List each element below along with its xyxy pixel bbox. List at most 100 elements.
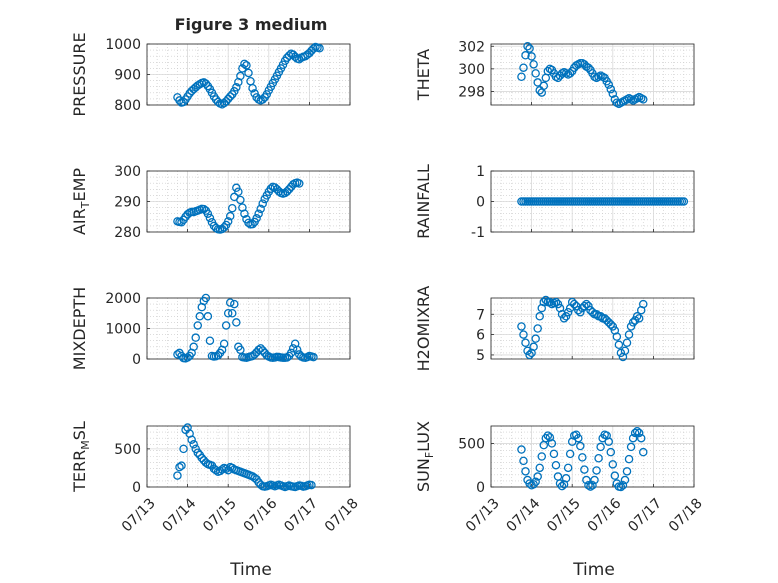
data-point [624, 330, 634, 339]
data-point [187, 435, 196, 444]
data-point [612, 332, 622, 341]
data-point [588, 307, 597, 317]
data-point [529, 60, 538, 69]
y-tick-label: 298 [458, 84, 485, 100]
data-point [521, 467, 530, 476]
data-point [225, 298, 235, 307]
data-point [517, 322, 526, 331]
data-point [307, 480, 316, 490]
data-point [541, 295, 551, 305]
data-point [173, 350, 182, 359]
data-point [584, 301, 593, 311]
data-point [250, 89, 259, 98]
data-point [517, 72, 526, 82]
data-point [539, 81, 549, 91]
data-point [634, 314, 644, 323]
data-point [266, 184, 276, 193]
data-point [529, 342, 538, 352]
data-point [179, 97, 188, 107]
y-axis-label-text: SUN [414, 458, 433, 492]
y-axis-label-subscript: M [79, 440, 92, 450]
y-axis-label-suffix: EMP [70, 168, 89, 202]
data-point [294, 179, 304, 188]
data-point [547, 439, 557, 448]
data-point [258, 199, 267, 208]
y-axis-label-subscript: F [423, 452, 436, 458]
y-axis-label: PRESSURE [70, 32, 89, 116]
data-point [557, 481, 567, 491]
axes-frame [146, 425, 351, 488]
y-tick-label: 302 [458, 39, 485, 55]
data-point [175, 462, 184, 472]
data-point [586, 482, 595, 491]
y-tick-label: 1 [476, 164, 485, 180]
y-axis-label-suffix: SL [70, 421, 89, 440]
data-point [596, 312, 605, 321]
y-tick-label: 500 [114, 442, 141, 458]
y-axis-label-text: MIXDEPTH [70, 287, 89, 370]
data-point [537, 452, 547, 461]
data-point [189, 440, 198, 449]
data-point [539, 297, 549, 307]
data-point [614, 340, 624, 350]
y-axis-label-text: THETA [414, 49, 433, 101]
data-point [262, 90, 272, 99]
data-point [533, 472, 542, 481]
data-point [535, 463, 544, 473]
axes-frame [490, 297, 695, 360]
data-point [551, 460, 561, 470]
data-point [608, 460, 618, 469]
x-axis-label-right: Time [572, 560, 615, 580]
y-tick-label: -1 [471, 225, 485, 241]
y-tick-label: 0 [132, 352, 141, 368]
data-point [632, 426, 642, 436]
data-point [624, 454, 634, 464]
y-axis-label-text: PRESSURE [70, 32, 89, 116]
data-point [242, 61, 251, 70]
data-point [561, 474, 571, 483]
data-point [230, 87, 239, 96]
data-point [563, 307, 573, 317]
data-point [205, 213, 215, 223]
data-point [596, 442, 605, 452]
data-point [639, 299, 648, 309]
data-point [527, 52, 536, 61]
data-point [634, 428, 644, 438]
data-point [632, 312, 642, 321]
data-point [240, 209, 249, 218]
data-point [284, 185, 294, 194]
y-tick-label: 800 [114, 98, 141, 114]
data-point [240, 59, 249, 69]
data-point [203, 312, 213, 321]
data-point [551, 297, 561, 307]
panel-rainfall: -1 0 1 RAINFALL [414, 164, 695, 241]
data-point [545, 297, 555, 307]
data-point [582, 299, 591, 309]
data-point [173, 471, 182, 480]
x-axis-label-left: Time [229, 560, 272, 580]
data-point [606, 84, 616, 94]
data-point [225, 92, 235, 101]
data-point [221, 464, 231, 473]
data-point [574, 433, 583, 443]
data-point [223, 217, 233, 226]
data-point [531, 69, 540, 78]
data-point [175, 96, 184, 105]
y-tick-label: 6 [476, 328, 485, 344]
data-point [521, 338, 530, 347]
data-point [525, 350, 534, 360]
data-point [195, 312, 205, 321]
data-point [523, 346, 532, 356]
data-point [258, 346, 267, 355]
data-point [628, 318, 638, 327]
data-point [541, 433, 551, 443]
y-axis-label: MIXDEPTH [70, 287, 89, 370]
data-point [588, 481, 597, 490]
data-point [590, 475, 599, 485]
data-point [592, 466, 601, 475]
panel-pressure: 800 900 1000 PRESSURE [70, 32, 351, 117]
y-axis-label: SUNFLUX [414, 421, 436, 492]
data-point [679, 197, 689, 206]
data-point [223, 308, 233, 318]
